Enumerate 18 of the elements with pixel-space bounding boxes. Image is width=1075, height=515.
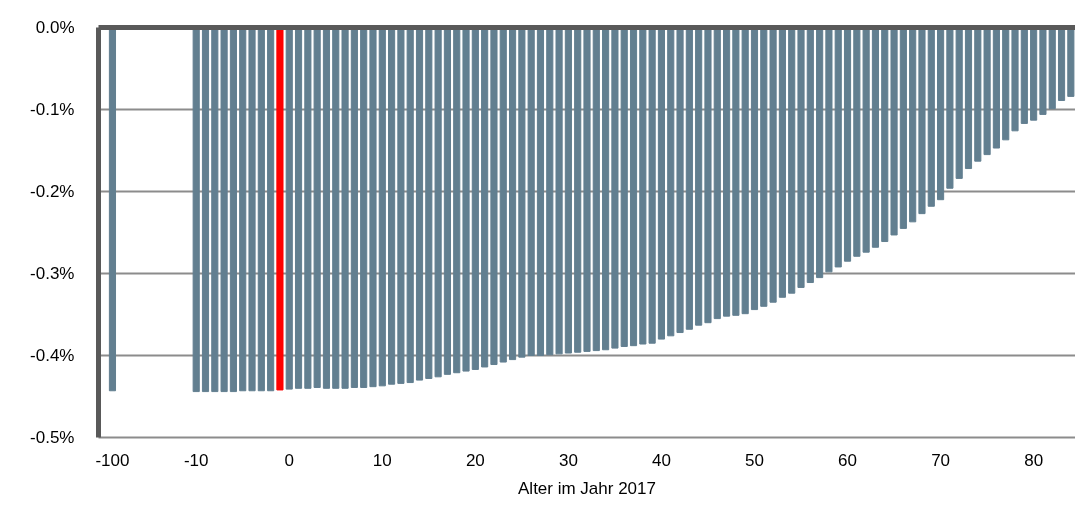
- x-tick-label: 70: [931, 450, 951, 470]
- x-tick-label: 50: [745, 450, 764, 470]
- x-tick-label: 40: [651, 450, 671, 470]
- y-tick-label: -0.2%: [30, 182, 75, 201]
- x-tick-label: 60: [838, 450, 857, 470]
- x-tick-label: 80: [1024, 450, 1044, 470]
- y-tick-label: -0.5%: [30, 428, 75, 447]
- x-tick-label: 30: [558, 450, 578, 470]
- x-tick-label: 10: [372, 450, 392, 470]
- y-tick-label: -0.3%: [30, 264, 75, 283]
- y-tick-label: -0.4%: [30, 346, 75, 365]
- y-tick-label: -0.1%: [30, 100, 75, 119]
- x-tick-label: -10: [183, 450, 209, 470]
- x-axis-title: Alter im Jahr 2017: [518, 478, 656, 498]
- x-tick-label: 0: [284, 450, 294, 470]
- x-tick-label: 20: [465, 450, 485, 470]
- y-tick-label: 0.0%: [35, 18, 75, 37]
- x-tick-label: -100: [95, 450, 130, 470]
